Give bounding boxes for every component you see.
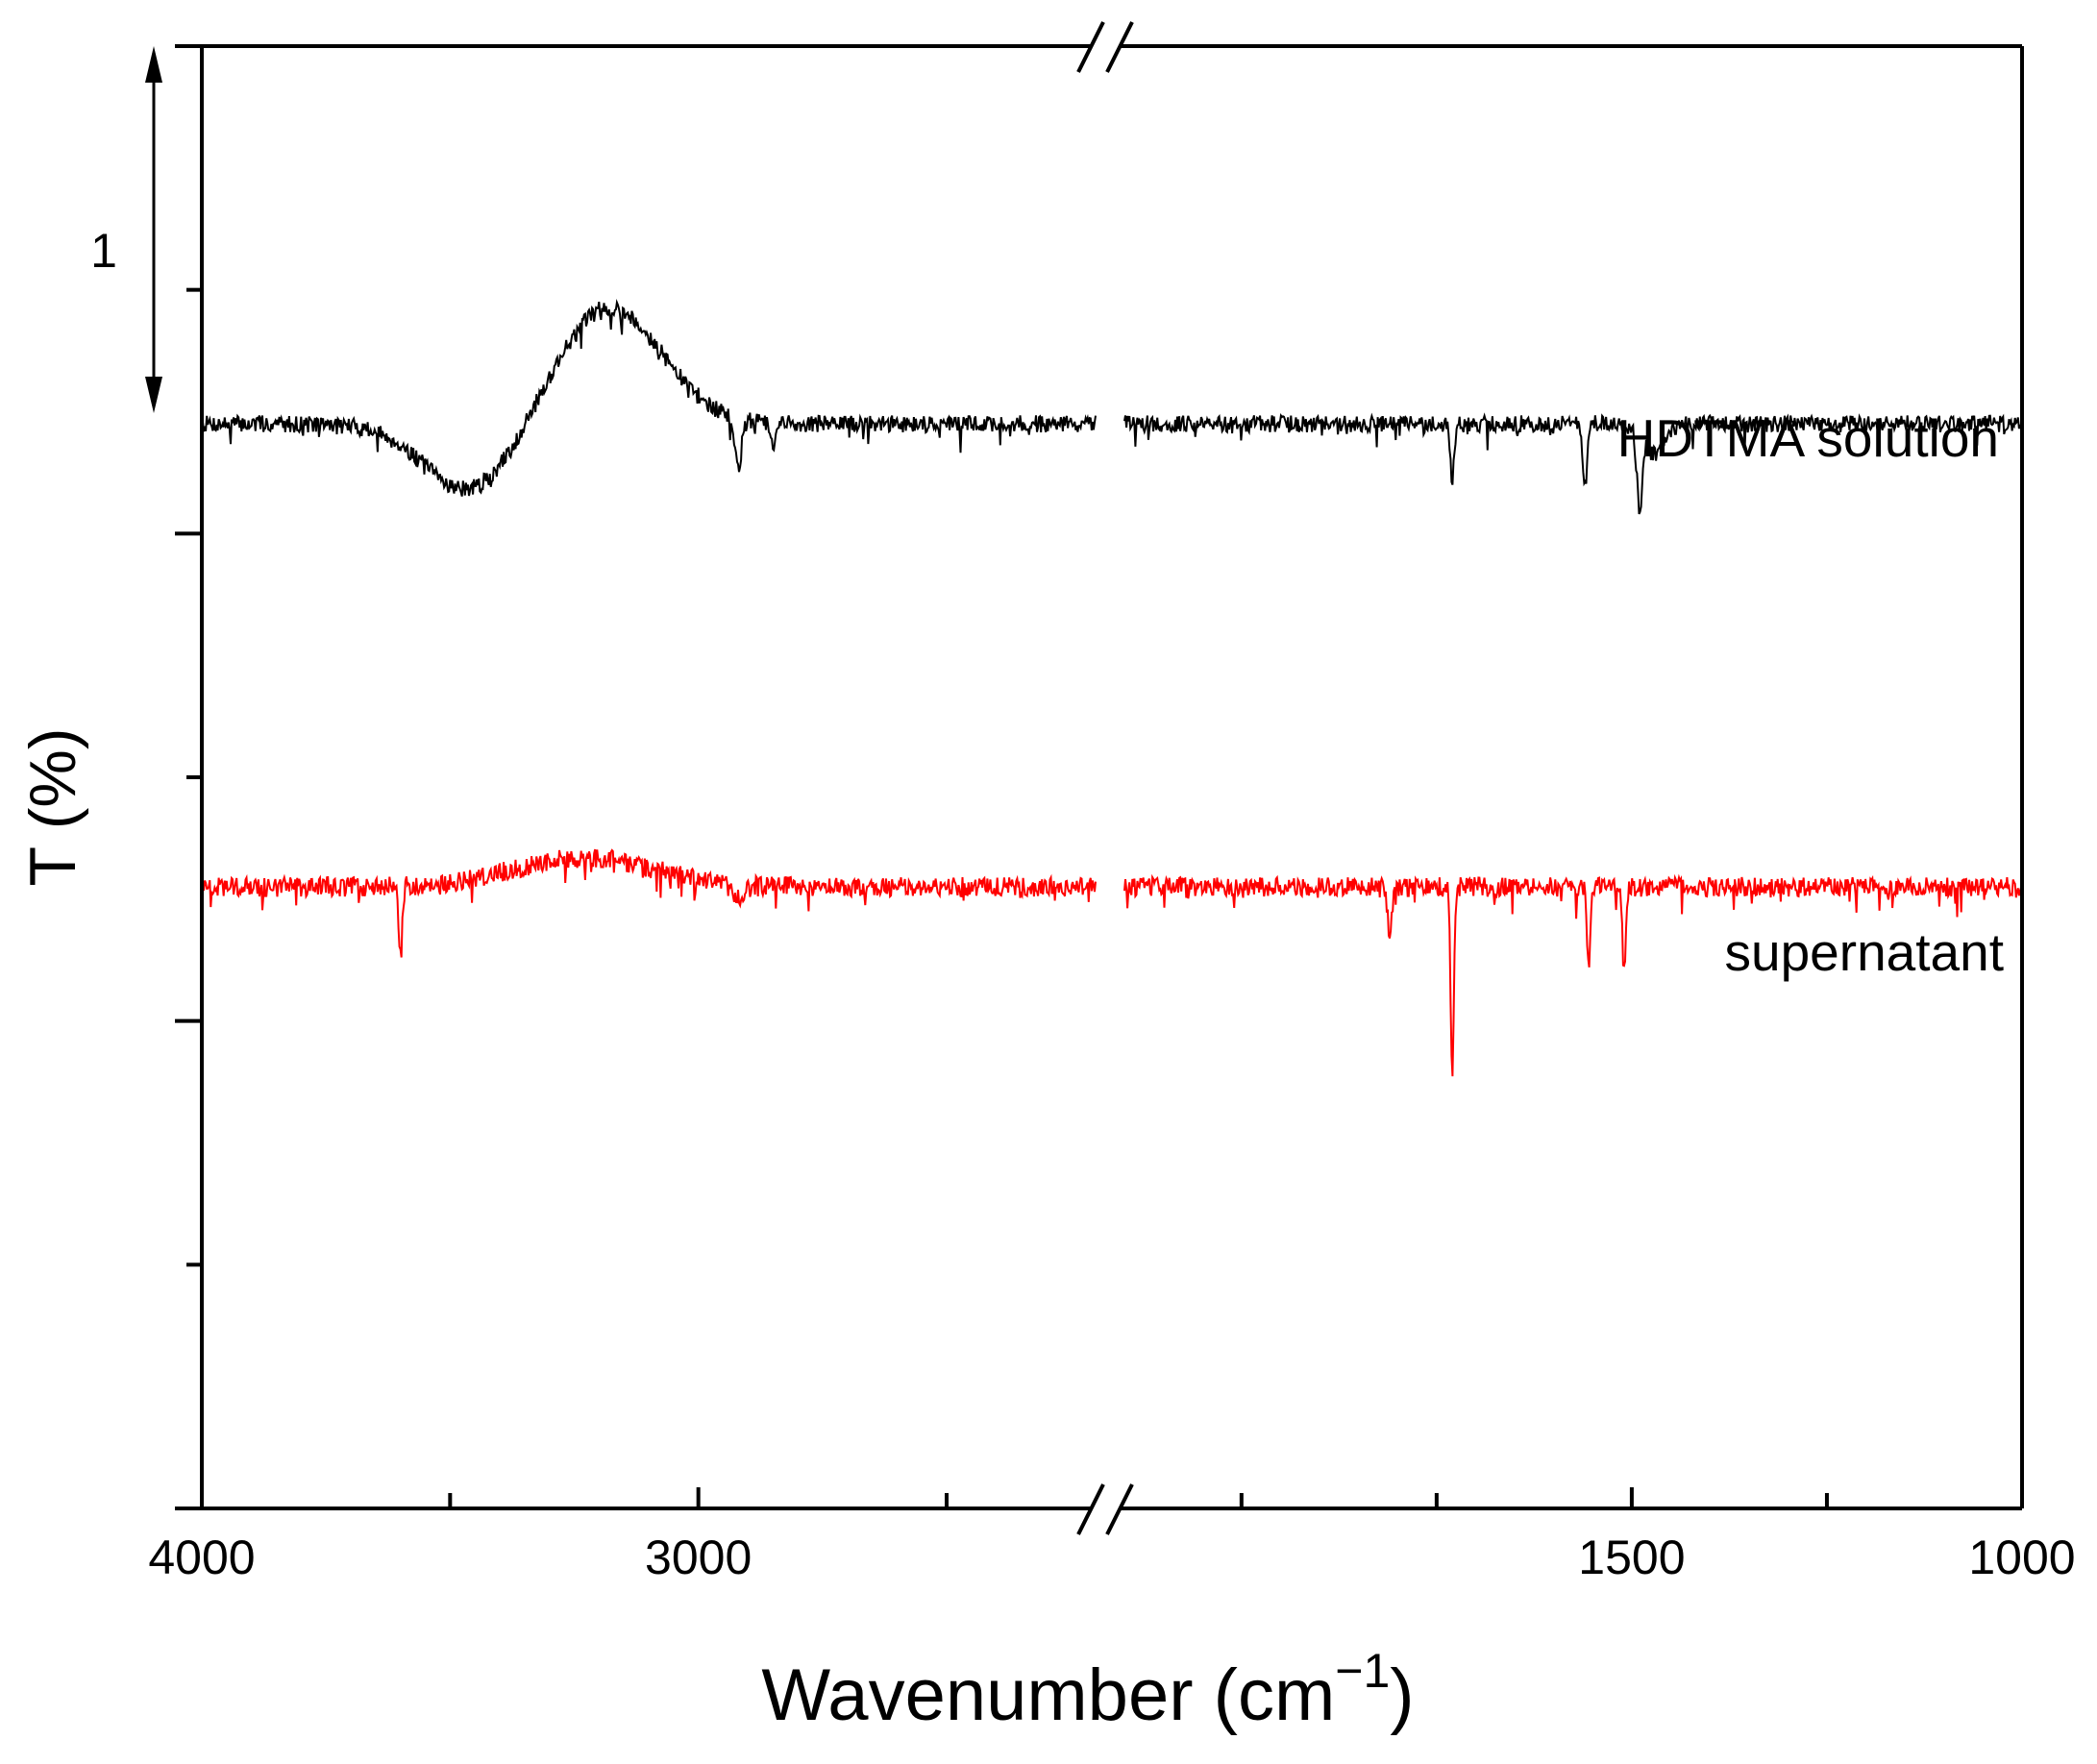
series-line-segment-1 bbox=[201, 298, 1097, 497]
series-label-hdtma: HDTMA solution bbox=[1617, 408, 1999, 468]
x-tick-label: 1000 bbox=[1968, 1531, 2075, 1584]
scale-bar-label: 1 bbox=[90, 224, 117, 278]
x-tick-label: 1500 bbox=[1578, 1531, 1685, 1584]
x-tick-label: 3000 bbox=[645, 1531, 752, 1584]
series-layer bbox=[201, 298, 2023, 1077]
series-label-supernatant: supernatant bbox=[1725, 922, 2005, 982]
x-axis-title-superscript: −1 bbox=[1335, 1644, 1390, 1698]
axis-break-mark-top-2 bbox=[1105, 21, 1134, 73]
scale-bar: 1 bbox=[90, 46, 162, 413]
axis-break-mark-bottom-2 bbox=[1105, 1483, 1134, 1535]
x-tick-label: 4000 bbox=[148, 1531, 255, 1584]
series-line-segment-1 bbox=[201, 848, 1097, 958]
series-supernatant bbox=[201, 848, 2023, 1077]
axes-layer bbox=[200, 21, 2024, 1535]
ticks-layer: 4000 3000 1500 1000 bbox=[148, 44, 2076, 1584]
x-axis-title-main: Wavenumber (cm bbox=[761, 1654, 1335, 1736]
y-axis-title: T (%) bbox=[16, 728, 89, 887]
scale-bar-arrow-down bbox=[145, 377, 162, 413]
series-line-segment-2 bbox=[1123, 873, 2023, 1077]
series-hdtma-solution bbox=[201, 298, 2023, 515]
scale-bar-arrow-up bbox=[145, 46, 162, 83]
axis-break-mark-top-1 bbox=[1076, 21, 1105, 73]
x-axis-title-close: ) bbox=[1390, 1654, 1414, 1736]
x-axis-title: Wavenumber (cm−1) bbox=[761, 1644, 1414, 1736]
series-line-segment-2 bbox=[1123, 412, 2023, 515]
axis-break-mark-bottom-1 bbox=[1076, 1483, 1105, 1535]
